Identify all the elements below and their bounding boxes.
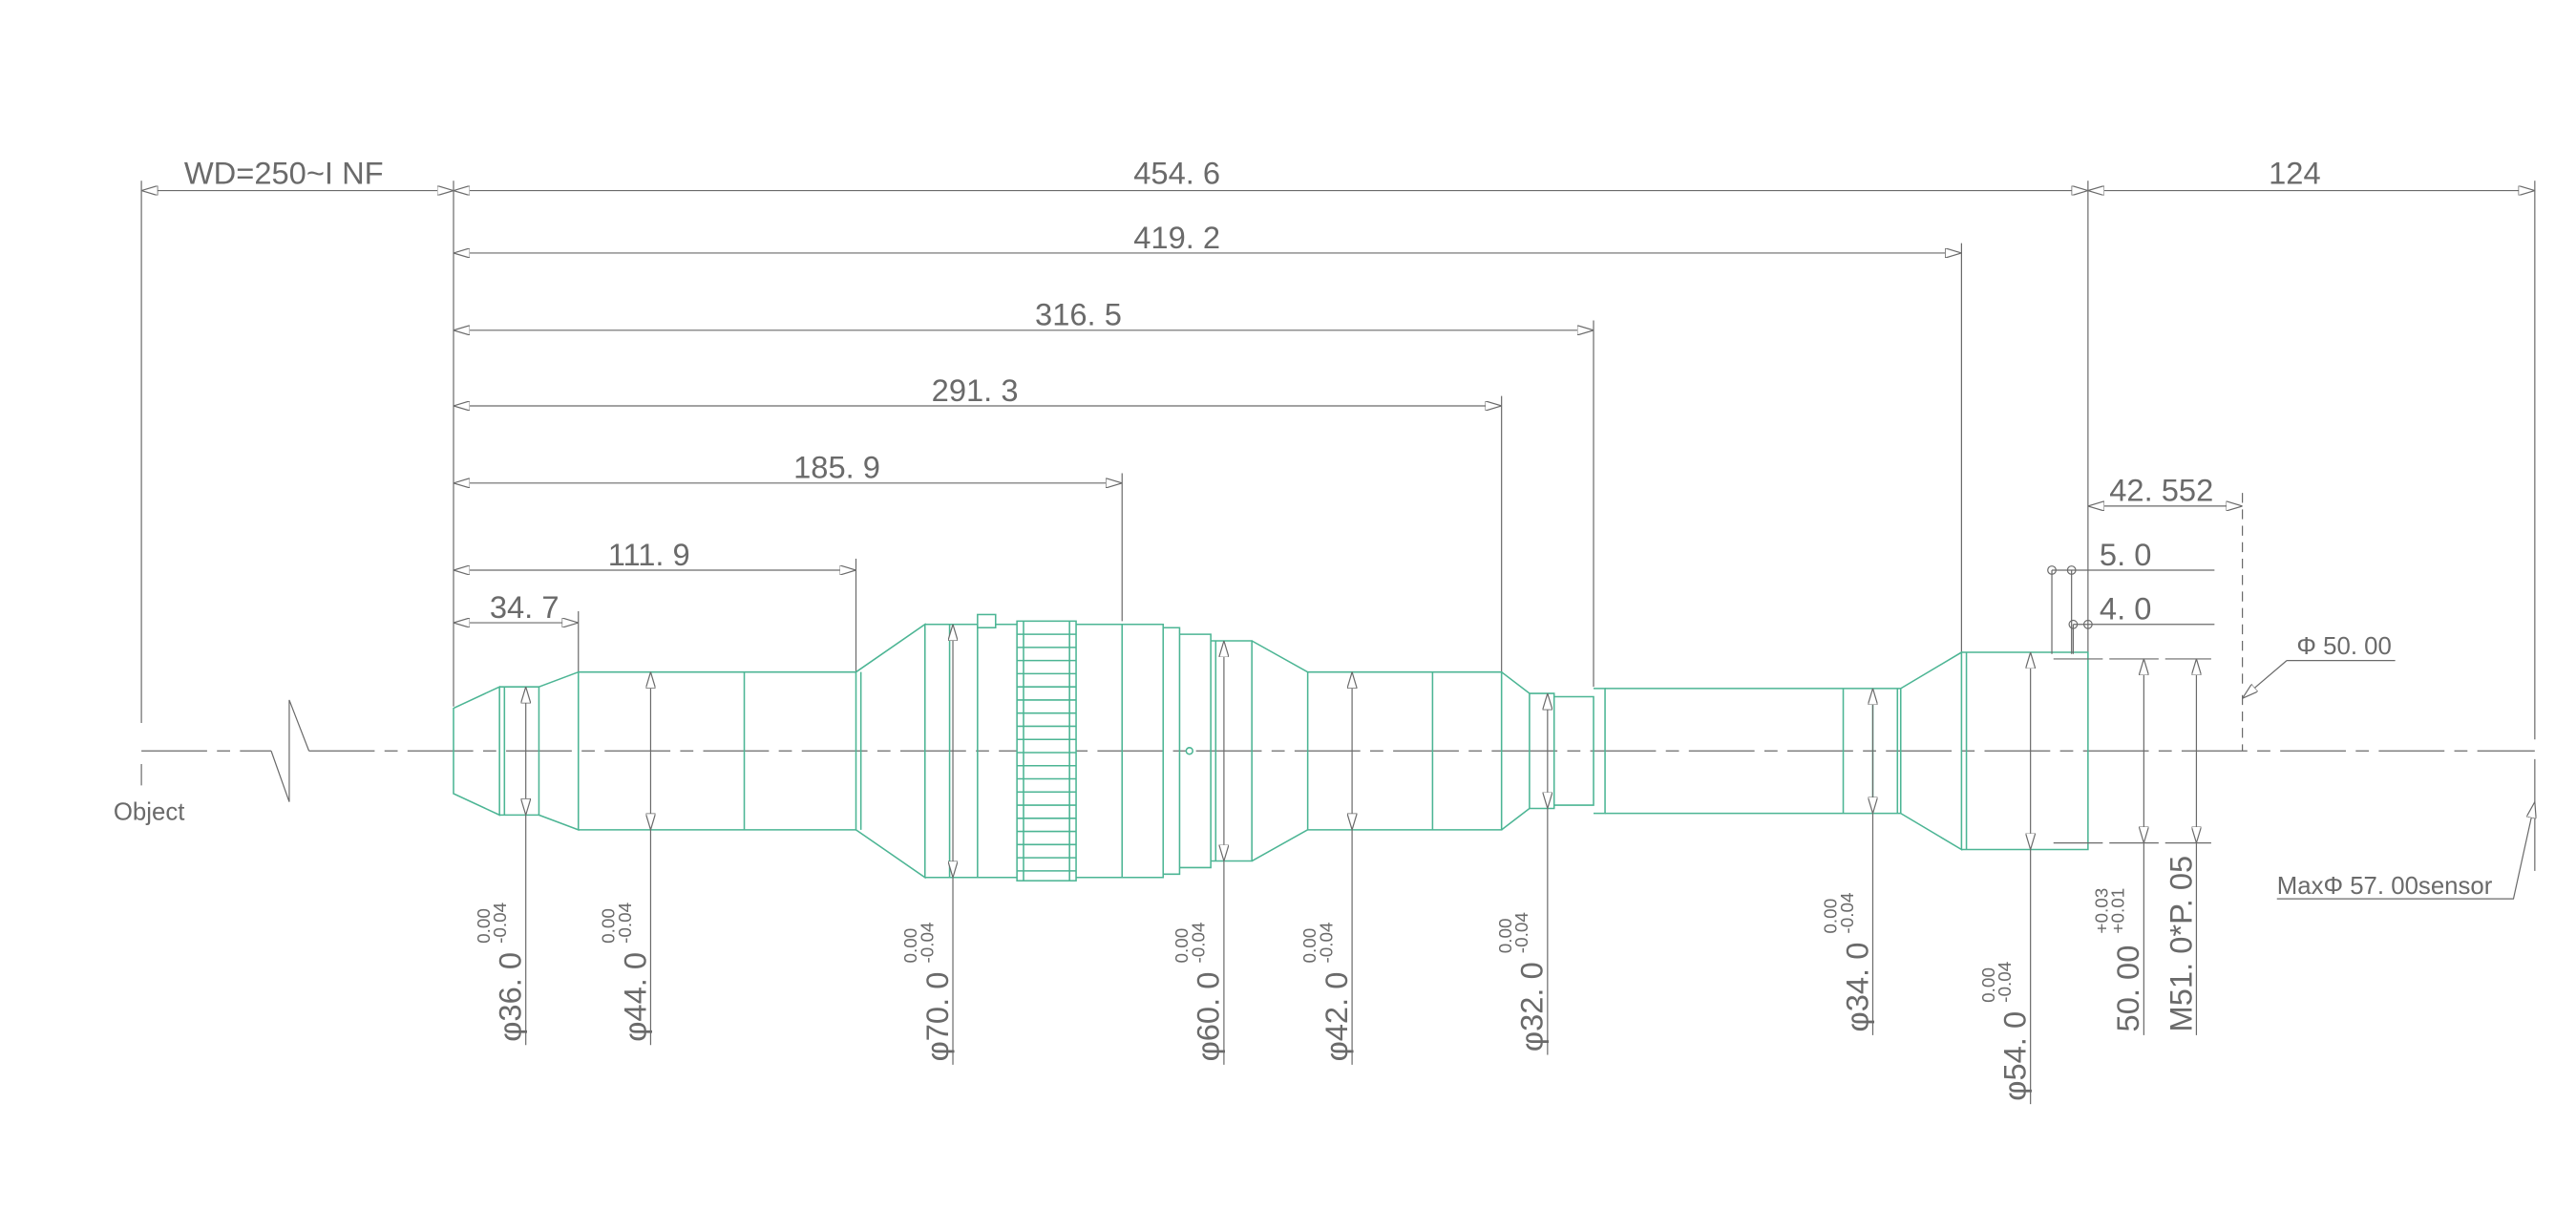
tolerance-upper: 0.00	[600, 908, 620, 944]
tolerance-lower: -0.04	[1512, 912, 1532, 953]
tolerance-lower: -0.04	[1317, 922, 1337, 963]
tolerance-upper: +0.03	[2093, 888, 2113, 934]
dim-185-label: 185. 9	[793, 450, 880, 485]
back-length-label: 124	[2269, 156, 2321, 191]
wd-label: WD=250~I NF	[184, 156, 384, 191]
diameter-label: 50. 00	[2110, 945, 2145, 1032]
tolerance-lower: -0.04	[1189, 922, 1209, 963]
dim-42-label: 42. 552	[2109, 473, 2213, 508]
tolerance-lower: -0.04	[1995, 962, 2016, 1003]
diameter-label: M51. 0*P. 05	[2163, 856, 2198, 1032]
dim-5-label: 5. 0	[2100, 537, 2151, 572]
tolerance-upper: 0.00	[901, 928, 921, 964]
tolerance-upper: 0.00	[1172, 928, 1193, 964]
tolerance-lower: +0.01	[2109, 888, 2129, 934]
lock-screw	[977, 613, 997, 629]
lens-body	[453, 613, 2211, 882]
sensor-label: MaxΦ 57. 00sensor	[2277, 873, 2493, 900]
extension-lines	[140, 181, 2536, 871]
dim-4-label: 4. 0	[2100, 591, 2151, 627]
diameter-label: φ34. 0	[1839, 943, 1874, 1032]
total-length-label: 454. 6	[1133, 156, 1220, 191]
diameter-label: φ36. 0	[493, 952, 528, 1042]
focus-ring-knurl	[1017, 621, 1077, 882]
diameter-label: φ60. 0	[1191, 972, 1226, 1062]
tolerance-upper: 0.00	[1496, 918, 1516, 953]
flange-diameter-label: Φ 50. 00	[2296, 633, 2391, 660]
diameter-label: φ54. 0	[1996, 1011, 2032, 1101]
tolerance-upper: 0.00	[1979, 967, 1999, 1003]
tolerance-lower: -0.04	[1838, 892, 1858, 933]
tolerance-upper: 0.00	[475, 908, 495, 944]
axis-break	[270, 699, 310, 802]
leader-annotations: Φ 50. 00 MaxΦ 57. 00sensor Object	[114, 633, 2535, 900]
diameter-label: φ44. 0	[617, 952, 652, 1042]
object-label: Object	[114, 799, 185, 826]
tolerance-lower: -0.04	[918, 922, 938, 963]
dim-291-label: 291. 3	[932, 372, 1019, 408]
horizontal-dimensions: WD=250~I NF 454. 6 124 419. 2 316. 5 291…	[141, 156, 2535, 654]
tolerance-upper: 0.00	[1822, 899, 1842, 934]
diameter-label: φ70. 0	[919, 972, 955, 1062]
dim-111-label: 111. 9	[608, 537, 690, 572]
tolerance-lower: -0.04	[491, 903, 511, 944]
tolerance-lower: -0.04	[616, 903, 636, 944]
focus-ring	[1016, 620, 1077, 882]
dim-316-label: 316. 5	[1035, 297, 1122, 332]
diameter-label: φ32. 0	[1514, 962, 1550, 1052]
tolerance-upper: 0.00	[1300, 928, 1320, 964]
diameter-label: φ42. 0	[1319, 972, 1354, 1062]
dim-34-label: 34. 7	[490, 589, 560, 625]
dim-419-label: 419. 2	[1133, 220, 1220, 255]
